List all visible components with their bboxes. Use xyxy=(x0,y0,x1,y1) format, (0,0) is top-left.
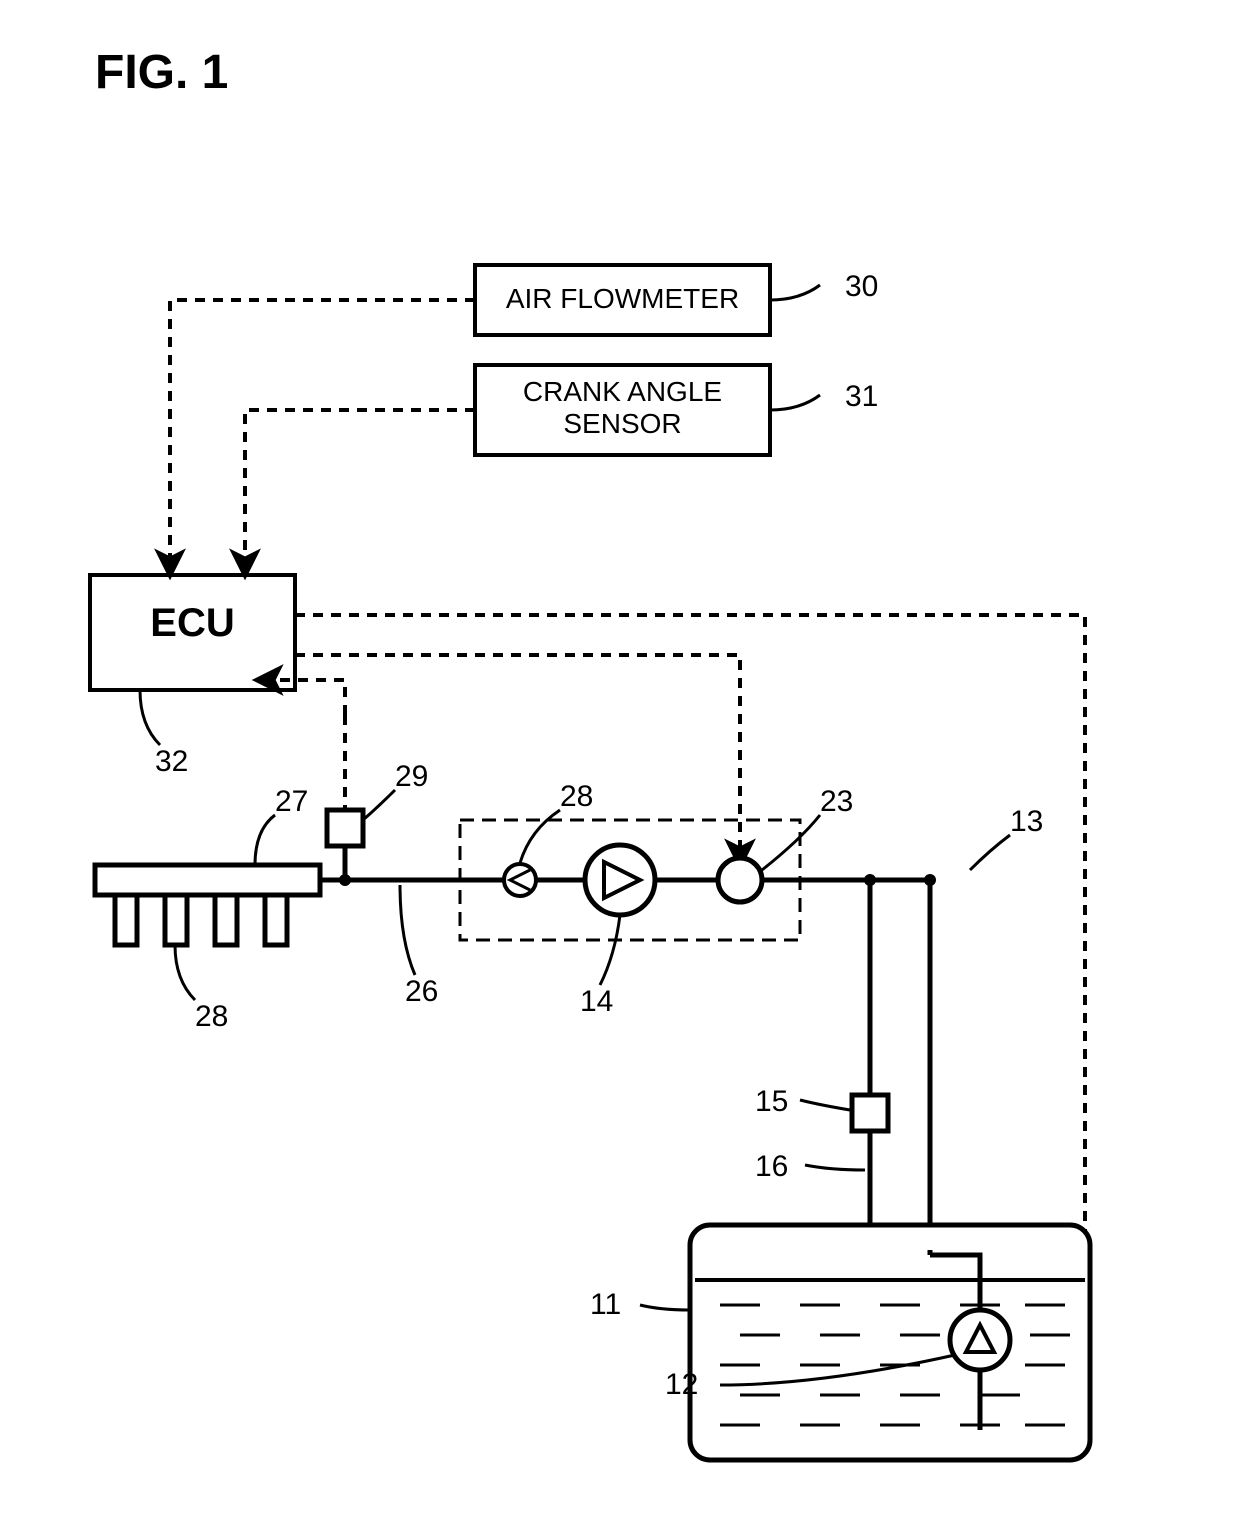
leader-32 xyxy=(140,690,160,745)
injector-1 xyxy=(115,895,137,945)
label-28-upper: 28 xyxy=(560,780,593,814)
injector-2 xyxy=(165,895,187,945)
leader-28a xyxy=(175,945,195,1000)
label-26: 26 xyxy=(405,975,438,1009)
leader-28b xyxy=(520,810,560,863)
label-15: 15 xyxy=(755,1085,788,1119)
leader-30 xyxy=(770,285,820,300)
in-tank-pump-12 xyxy=(950,1310,1010,1370)
leader-13 xyxy=(970,835,1010,870)
diagram-canvas: FIG. 1 xyxy=(0,0,1240,1513)
leader-14 xyxy=(600,915,620,985)
label-28-lower: 28 xyxy=(195,1000,228,1034)
figure-title: FIG. 1 xyxy=(95,45,228,100)
leader-15 xyxy=(800,1100,850,1110)
signal-airflow-to-ecu xyxy=(170,300,475,575)
air-flowmeter-label: AIR FLOWMETER xyxy=(475,283,770,315)
pump-14 xyxy=(585,845,655,915)
label-32: 32 xyxy=(155,745,188,779)
label-14: 14 xyxy=(580,985,613,1019)
label-27: 27 xyxy=(275,785,308,819)
injector-4 xyxy=(265,895,287,945)
ecu-label: ECU xyxy=(90,600,295,646)
sensor-29-junction xyxy=(339,874,351,886)
label-12: 12 xyxy=(665,1368,698,1402)
label-11: 11 xyxy=(590,1288,621,1322)
delivery-pipe xyxy=(95,865,320,895)
junction-dot xyxy=(924,874,936,886)
label-23: 23 xyxy=(820,785,853,819)
leader-31 xyxy=(770,395,820,410)
leader-27 xyxy=(255,815,275,865)
fuel-line-main xyxy=(320,880,930,1250)
crank-sensor-line2: SENSOR xyxy=(475,408,770,440)
signal-crank-to-ecu xyxy=(245,410,475,575)
leader-16 xyxy=(805,1165,865,1170)
label-31: 31 xyxy=(845,380,878,414)
sensor-29 xyxy=(327,810,363,846)
label-13: 13 xyxy=(1010,805,1043,839)
leader-26 xyxy=(400,885,415,975)
label-29: 29 xyxy=(395,760,428,794)
filter-15 xyxy=(852,1095,888,1131)
valve-23 xyxy=(718,858,762,902)
injector-3 xyxy=(215,895,237,945)
return-junction xyxy=(864,874,876,886)
crank-sensor-label: CRANK ANGLE SENSOR xyxy=(475,376,770,440)
label-30: 30 xyxy=(845,270,878,304)
leader-23 xyxy=(762,815,820,870)
label-16: 16 xyxy=(755,1150,788,1184)
leader-29 xyxy=(363,790,395,820)
leader-11 xyxy=(640,1305,690,1310)
crank-sensor-line1: CRANK ANGLE xyxy=(475,376,770,408)
signal-29-to-ecu xyxy=(257,680,345,715)
